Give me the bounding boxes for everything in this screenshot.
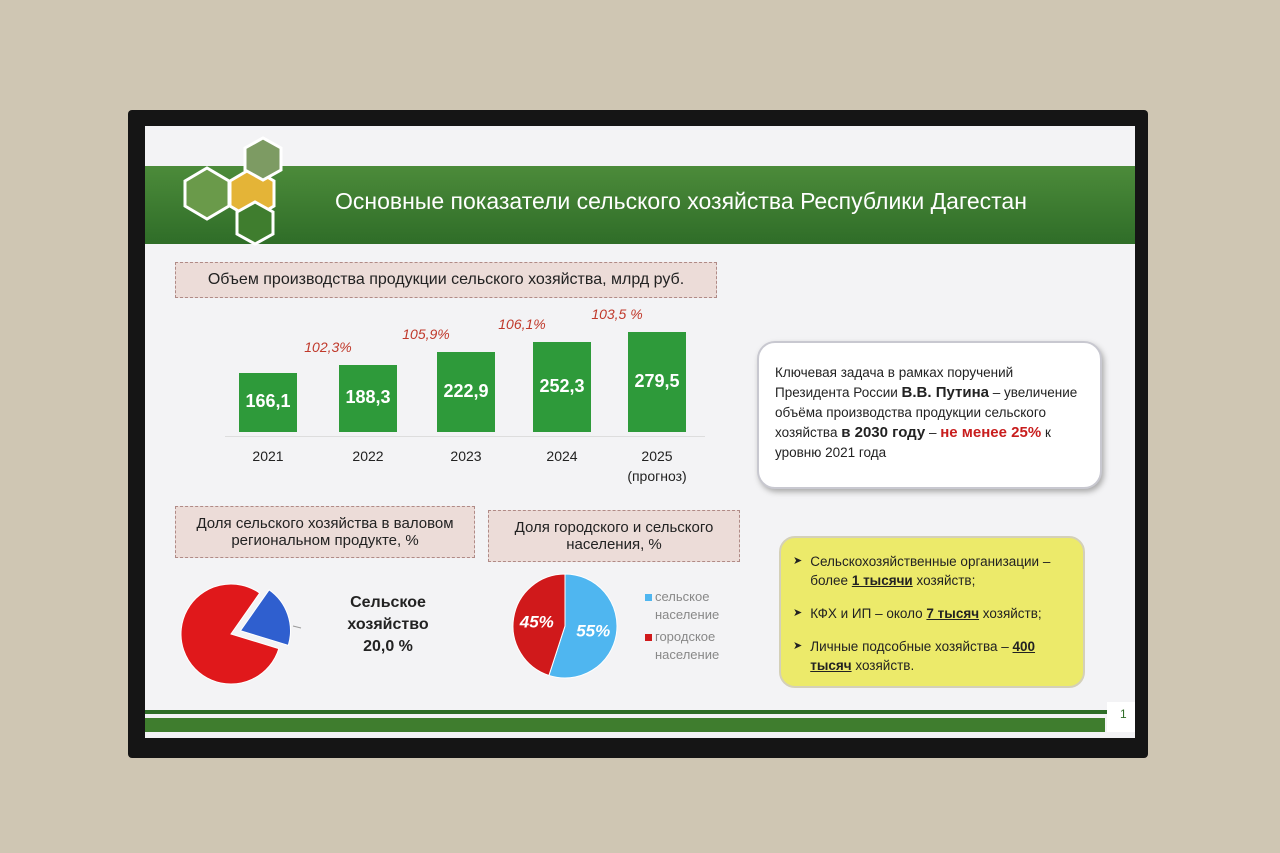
slice-label: 45% xyxy=(519,613,554,632)
bullet-item: ➤ КФХ и ИП – около 7 тысяч хозяйств; xyxy=(793,604,1071,623)
text-run: к уровню 2021 года xyxy=(775,425,1051,460)
x-tick-label: 2021 xyxy=(252,448,284,464)
pie-chart-title: Доля городского и сельского населения, % xyxy=(488,510,740,562)
value-label: 222,9 xyxy=(443,381,489,402)
text-run: хозяйств. xyxy=(851,658,915,673)
slide-title: Основные показатели сельского хозяйства … xyxy=(335,188,1027,214)
header-band xyxy=(145,166,1135,244)
text-run: Сельскохозяйственные организации – более xyxy=(810,554,1051,588)
growth-annotation: 102,3% xyxy=(304,338,352,355)
text-run: КФХ и ИП – около xyxy=(810,606,927,621)
growth-annotation: 105,9% xyxy=(402,326,450,343)
legend-swatch xyxy=(645,634,652,641)
bar xyxy=(239,372,297,432)
x-tick-label: 2024 xyxy=(546,448,578,464)
text-run: Личные подсобные хозяйства – xyxy=(810,639,1013,654)
legend-swatch xyxy=(645,594,652,601)
bar xyxy=(339,364,397,432)
bullet-text: Личные подсобные хозяйства – 400 тысяч х… xyxy=(810,637,1071,675)
x-tick-label: 2025 (прогноз) xyxy=(627,448,687,484)
legend-label: городское население xyxy=(655,629,720,662)
baseline xyxy=(225,436,705,437)
text-run: хозяйств; xyxy=(979,606,1042,621)
bullet-item: ➤ Сельскохозяйственные организации – боле… xyxy=(793,552,1071,590)
value-label: 252,3 xyxy=(539,375,585,396)
slice-label: 55% xyxy=(576,621,610,640)
legend-label: сельское население xyxy=(655,589,720,622)
pie-slice xyxy=(239,589,291,646)
text-run: – увеличение объёма производства продукц… xyxy=(775,385,1078,440)
growth-annotation: 106,1% xyxy=(498,315,546,332)
leader-line xyxy=(292,625,302,629)
bar xyxy=(628,332,686,432)
text-run: В.В. Путина xyxy=(901,384,989,401)
page-number: 1 xyxy=(1120,707,1127,721)
bullet-arrow: ➤ xyxy=(793,607,803,619)
pie-chart-title: Доля сельского хозяйства в валовом регио… xyxy=(175,506,475,558)
text-run: 7 тысяч xyxy=(926,606,980,621)
bar xyxy=(533,341,591,432)
text-run: 400 тысяч xyxy=(810,639,1036,673)
text-run: в 2030 году xyxy=(841,424,926,441)
value-label: 279,5 xyxy=(634,371,680,391)
text-run: – xyxy=(925,425,941,440)
pie-slice xyxy=(548,573,618,679)
growth-annotation: 103,5 % xyxy=(591,306,643,322)
pie-value-label: 20,0 % xyxy=(363,638,413,655)
x-tick-label: 2023 xyxy=(450,448,482,464)
text-run: 1 тысячи xyxy=(851,573,913,588)
info-box: Ключевая задача в рамках поручений Прези… xyxy=(757,341,1102,489)
text-run: хозяйств; xyxy=(912,573,976,588)
bullet-text: КФХ и ИП – около 7 тысяч хозяйств; xyxy=(810,604,1041,623)
pie-slice xyxy=(512,573,566,677)
pie-charts: 55% 45% xyxy=(180,573,652,685)
bullet-box: ➤ Сельскохозяйственные организации – боле… xyxy=(779,536,1085,688)
value-label: 166,1 xyxy=(245,391,291,412)
decoration xyxy=(145,136,1135,732)
text-run: Ключевая задача в рамках поручений Прези… xyxy=(775,365,1014,400)
pie-category: Сельское хозяйство xyxy=(347,594,429,633)
bullet-item: ➤ Личные подсобные хозяйства – 400 тысяч … xyxy=(793,637,1071,675)
bar xyxy=(437,352,495,432)
bullet-text: Сельскохозяйственные организации – более… xyxy=(810,552,1071,590)
value-label: 188,3 xyxy=(345,387,391,408)
slide: Основные показатели сельского хозяйства … xyxy=(145,126,1135,738)
text-run: не менее 25% xyxy=(940,424,1042,441)
pie-slice xyxy=(180,583,280,685)
bullet-arrow: ➤ xyxy=(793,555,803,567)
bar-chart-title: Объем производства продукции сельского х… xyxy=(175,262,717,298)
bullet-arrow: ➤ xyxy=(793,640,803,652)
x-tick-label: 2022 xyxy=(352,448,384,464)
